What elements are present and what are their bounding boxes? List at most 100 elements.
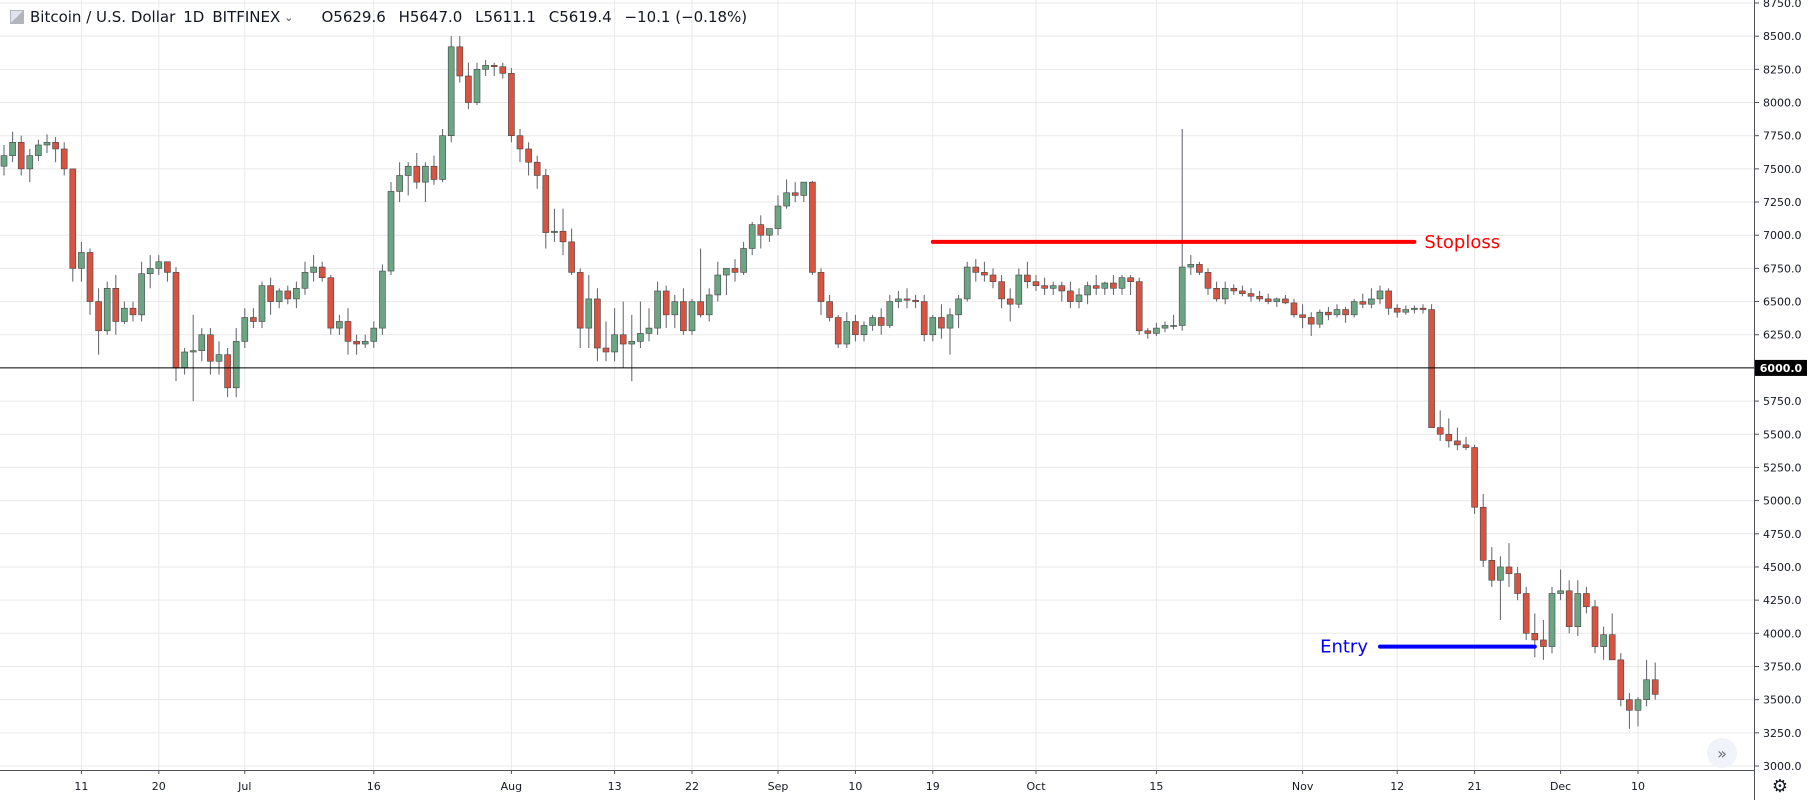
candle[interactable] bbox=[903, 288, 911, 309]
candle[interactable] bbox=[1462, 436, 1470, 451]
candle[interactable] bbox=[619, 301, 627, 368]
candle[interactable] bbox=[1376, 285, 1384, 305]
candle[interactable] bbox=[1299, 304, 1306, 329]
candle[interactable] bbox=[559, 208, 567, 256]
candle[interactable] bbox=[594, 288, 601, 362]
candle[interactable] bbox=[310, 255, 317, 282]
candle[interactable] bbox=[568, 228, 575, 276]
candle[interactable] bbox=[611, 308, 618, 362]
candle[interactable] bbox=[1471, 444, 1478, 514]
candle[interactable] bbox=[155, 255, 163, 276]
candle[interactable] bbox=[224, 348, 231, 398]
candle[interactable] bbox=[1643, 659, 1650, 707]
candle[interactable] bbox=[482, 60, 489, 76]
candle[interactable] bbox=[877, 308, 885, 335]
candle[interactable] bbox=[1393, 304, 1401, 318]
candle[interactable] bbox=[998, 275, 1005, 309]
candle[interactable] bbox=[1084, 281, 1091, 305]
candle[interactable] bbox=[60, 142, 68, 176]
candle[interactable] bbox=[1522, 586, 1530, 640]
candle[interactable] bbox=[1565, 580, 1573, 634]
candle[interactable] bbox=[1273, 297, 1281, 307]
candle[interactable] bbox=[766, 228, 773, 242]
candle[interactable] bbox=[490, 62, 498, 76]
candle[interactable] bbox=[576, 268, 584, 349]
candle[interactable] bbox=[232, 328, 240, 398]
candle[interactable] bbox=[439, 129, 446, 183]
candle[interactable] bbox=[1540, 620, 1547, 660]
candle[interactable] bbox=[1350, 298, 1358, 318]
candle[interactable] bbox=[1110, 275, 1117, 295]
candle[interactable] bbox=[714, 261, 722, 302]
candle[interactable] bbox=[1557, 569, 1564, 601]
candle[interactable] bbox=[1239, 285, 1246, 297]
candle[interactable] bbox=[103, 281, 111, 335]
candle[interactable] bbox=[0, 144, 8, 176]
candle[interactable] bbox=[1127, 275, 1134, 295]
candle[interactable] bbox=[533, 155, 541, 189]
candle[interactable] bbox=[1153, 322, 1160, 337]
candle[interactable] bbox=[35, 139, 42, 161]
candle[interactable] bbox=[585, 275, 593, 349]
candle[interactable] bbox=[542, 168, 550, 249]
candle[interactable] bbox=[336, 314, 343, 335]
candle[interactable] bbox=[172, 267, 180, 382]
candle[interactable] bbox=[525, 142, 532, 176]
candle[interactable] bbox=[628, 314, 636, 382]
candle[interactable] bbox=[43, 134, 51, 153]
candle[interactable] bbox=[800, 181, 808, 203]
candle[interactable] bbox=[318, 261, 326, 282]
candle[interactable] bbox=[26, 148, 34, 183]
candle[interactable] bbox=[69, 168, 77, 282]
candle[interactable] bbox=[1290, 298, 1298, 318]
candle[interactable] bbox=[963, 261, 971, 302]
candle[interactable] bbox=[1436, 410, 1444, 441]
candle[interactable] bbox=[1359, 293, 1367, 309]
candle[interactable] bbox=[146, 255, 154, 289]
candle[interactable] bbox=[637, 301, 644, 349]
candle[interactable] bbox=[293, 281, 300, 309]
symbol-name[interactable]: Bitcoin / U.S. Dollar bbox=[30, 8, 176, 26]
candle[interactable] bbox=[1213, 281, 1220, 302]
candle[interactable] bbox=[1514, 566, 1521, 601]
candle[interactable] bbox=[1574, 580, 1582, 636]
candle[interactable] bbox=[817, 268, 825, 315]
settings-button[interactable]: ⚙ bbox=[1770, 776, 1790, 797]
candle[interactable] bbox=[456, 36, 464, 83]
candle[interactable] bbox=[361, 334, 369, 349]
candle[interactable] bbox=[1600, 626, 1607, 660]
candle[interactable] bbox=[447, 36, 455, 143]
candle[interactable] bbox=[783, 179, 790, 209]
candle[interactable] bbox=[972, 259, 980, 282]
candle[interactable] bbox=[499, 62, 507, 79]
candle[interactable] bbox=[654, 281, 661, 335]
candle[interactable] bbox=[1325, 306, 1332, 321]
candle[interactable] bbox=[834, 314, 842, 349]
candle[interactable] bbox=[697, 248, 704, 318]
candle[interactable] bbox=[86, 248, 94, 315]
candle[interactable] bbox=[379, 264, 386, 335]
candle[interactable] bbox=[1316, 309, 1324, 329]
candle[interactable] bbox=[688, 298, 696, 335]
candle[interactable] bbox=[895, 290, 902, 309]
candle[interactable] bbox=[241, 308, 249, 349]
candle[interactable] bbox=[1256, 290, 1263, 302]
candle[interactable] bbox=[551, 208, 558, 242]
candle[interactable] bbox=[1247, 288, 1255, 302]
candle[interactable] bbox=[791, 182, 799, 203]
candle[interactable] bbox=[1196, 261, 1203, 276]
candle[interactable] bbox=[886, 294, 894, 329]
candle[interactable] bbox=[353, 334, 360, 355]
candle[interactable] bbox=[370, 321, 378, 349]
candle[interactable] bbox=[1282, 294, 1289, 305]
candle[interactable] bbox=[852, 314, 859, 342]
candle[interactable] bbox=[757, 215, 765, 249]
candle[interactable] bbox=[1067, 281, 1074, 309]
candle[interactable] bbox=[1264, 293, 1272, 305]
candle[interactable] bbox=[1187, 255, 1195, 276]
candle[interactable] bbox=[1583, 586, 1590, 614]
candle[interactable] bbox=[1626, 693, 1633, 729]
candle[interactable] bbox=[387, 182, 395, 276]
candle[interactable] bbox=[1651, 662, 1659, 700]
